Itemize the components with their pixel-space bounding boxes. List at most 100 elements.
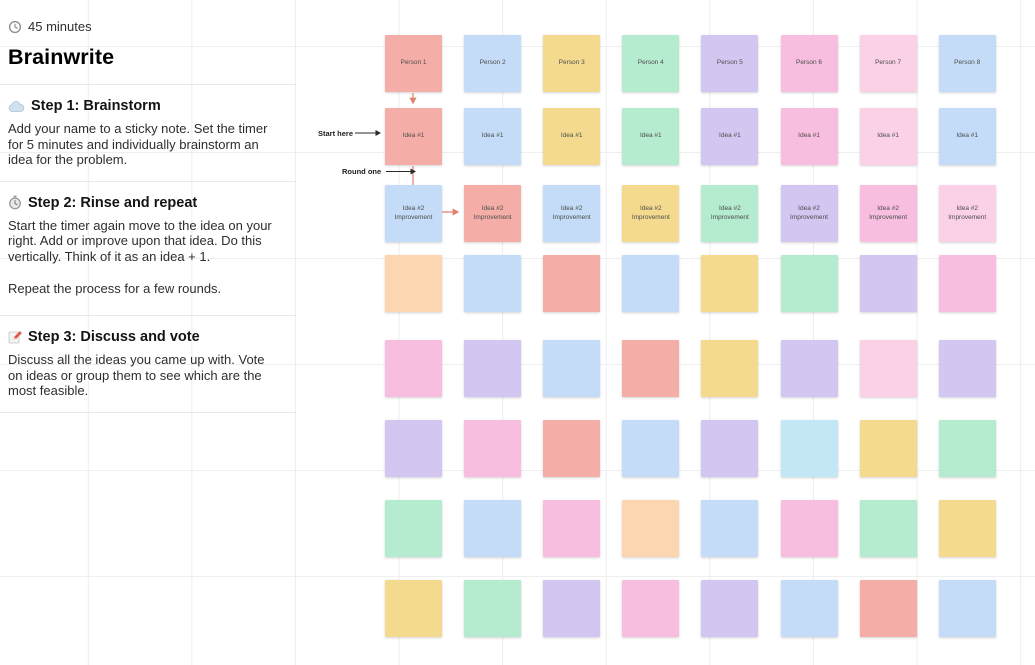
sticky-note[interactable] (385, 500, 442, 557)
page-title: Brainwrite (8, 45, 115, 69)
section-divider (0, 411, 296, 413)
sticky-note[interactable] (385, 580, 442, 637)
sticky-note[interactable] (385, 420, 442, 477)
clock-icon (8, 20, 22, 33)
sticky-note[interactable]: Person 1 (385, 35, 442, 92)
duration-label: 45 minutes (28, 19, 92, 34)
sticky-note[interactable] (859, 340, 917, 397)
sticky-note[interactable]: Person 8 (938, 35, 996, 92)
sticky-note[interactable]: Idea #1 (543, 108, 601, 165)
step-2-body: Start the timer again move to the idea o… (8, 217, 272, 264)
sticky-note[interactable]: Idea #1 (464, 108, 522, 165)
sticky-note-label: Idea #1 (956, 132, 979, 140)
sticky-note[interactable] (938, 500, 996, 557)
sticky-note[interactable]: Idea #1 (622, 108, 680, 165)
sticky-note-label: Idea #1 (877, 132, 899, 140)
sticky-note[interactable] (464, 580, 522, 637)
sticky-note[interactable] (701, 340, 759, 397)
sticky-note[interactable] (385, 340, 442, 397)
sticky-note[interactable] (464, 340, 522, 397)
sticky-note[interactable]: Idea #2 Improvement (464, 185, 522, 242)
sticky-note[interactable]: Idea #1 (780, 108, 838, 165)
sticky-note[interactable] (622, 580, 680, 637)
section-divider (0, 84, 296, 85)
sticky-note-label: Idea #1 (798, 132, 820, 140)
sticky-note[interactable] (543, 255, 601, 312)
sticky-note[interactable] (701, 500, 759, 557)
sticky-note[interactable]: Person 4 (622, 35, 680, 92)
step-2-heading: Step 2: Rinse and repeat (8, 195, 280, 211)
sticky-note-label: Person 5 (716, 59, 743, 67)
sticky-note[interactable] (622, 340, 680, 397)
sticky-note[interactable] (622, 420, 680, 477)
sticky-note[interactable] (464, 500, 522, 557)
sticky-note-label: Idea #1 (719, 132, 741, 140)
sticky-note[interactable] (780, 340, 838, 397)
sticky-note[interactable] (938, 580, 996, 637)
sticky-note[interactable] (859, 420, 917, 477)
step-1-heading-text: Step 1: Brainstorm (31, 98, 161, 114)
sticky-note[interactable] (780, 500, 838, 557)
sticky-note[interactable]: Idea #2 Improvement (859, 185, 917, 242)
sticky-note-label: Idea #2 Improvement (710, 204, 749, 221)
sticky-note-label: Idea #1 (560, 132, 583, 140)
sticky-note[interactable] (543, 420, 601, 477)
sticky-note-label: Person 4 (637, 59, 664, 67)
sticky-note[interactable]: Person 7 (859, 35, 917, 92)
step-3-body: Discuss all the ideas you came up with. … (8, 352, 265, 399)
sticky-note[interactable]: Person 3 (543, 35, 601, 92)
sticky-note[interactable] (859, 500, 917, 557)
sticky-note-label: Person 8 (954, 59, 981, 67)
sticky-note[interactable]: Idea #1 (938, 108, 996, 165)
sticky-note[interactable] (780, 580, 838, 637)
sticky-note[interactable] (780, 255, 838, 312)
sticky-note[interactable]: Idea #2 Improvement (622, 185, 680, 242)
cloud-icon (8, 100, 25, 112)
sticky-note-label: Idea #1 (402, 132, 425, 140)
memo-icon (8, 331, 22, 344)
sticky-note[interactable] (622, 255, 680, 312)
sticky-note[interactable]: Idea #1 (385, 108, 442, 165)
step-1-body: Add your name to a sticky note. Set the … (8, 121, 268, 168)
sticky-note[interactable]: Idea #1 (859, 108, 917, 165)
sticky-note[interactable] (543, 340, 601, 397)
sticky-note[interactable] (701, 255, 759, 312)
sticky-note[interactable]: Idea #2 Improvement (701, 185, 759, 242)
sticky-note-label: Idea #2 Improvement (473, 204, 512, 221)
sticky-note[interactable]: Idea #2 Improvement (385, 185, 442, 242)
step-3-heading: Step 3: Discuss and vote (8, 329, 280, 345)
sticky-note[interactable] (385, 255, 442, 312)
step-1-heading: Step 1: Brainstorm (8, 98, 280, 114)
sticky-note[interactable] (938, 420, 996, 477)
start-here-label: Start here (318, 129, 354, 138)
sticky-note-label: Person 3 (558, 59, 585, 67)
sticky-note-label: Person 1 (400, 59, 427, 67)
sticky-note[interactable] (701, 420, 759, 477)
sticky-note[interactable]: Person 6 (780, 35, 838, 92)
sticky-note[interactable] (938, 340, 996, 397)
sticky-note-label: Idea #2 Improvement (631, 204, 670, 221)
sticky-note[interactable] (780, 420, 838, 477)
sticky-note-label: Person 2 (479, 59, 506, 67)
sticky-note[interactable] (622, 500, 680, 557)
step-1-section: Step 1: Brainstorm Add your name to a st… (8, 98, 280, 168)
sticky-note[interactable] (543, 580, 601, 637)
sticky-note[interactable]: Person 2 (464, 35, 522, 92)
sticky-note[interactable] (464, 255, 522, 312)
sticky-note[interactable] (859, 255, 917, 312)
sticky-note[interactable]: Idea #1 (701, 108, 759, 165)
sticky-note[interactable] (543, 500, 601, 557)
sticky-note[interactable]: Idea #2 Improvement (780, 185, 838, 242)
sticky-note[interactable] (859, 580, 917, 637)
sticky-note[interactable] (464, 420, 522, 477)
step-3-section: Step 3: Discuss and vote Discuss all the… (8, 329, 280, 399)
step-2-section: Step 2: Rinse and repeat Start the timer… (8, 195, 280, 296)
sticky-note[interactable]: Idea #2 Improvement (938, 185, 996, 242)
sticky-note-label: Idea #2 Improvement (869, 204, 908, 221)
sticky-note[interactable] (701, 580, 759, 637)
sticky-note[interactable]: Person 5 (701, 35, 759, 92)
sticky-note[interactable] (938, 255, 996, 312)
sticky-note-label: Idea #2 Improvement (394, 204, 433, 221)
sticky-note[interactable]: Idea #2 Improvement (543, 185, 601, 242)
step-3-heading-text: Step 3: Discuss and vote (28, 329, 200, 346)
